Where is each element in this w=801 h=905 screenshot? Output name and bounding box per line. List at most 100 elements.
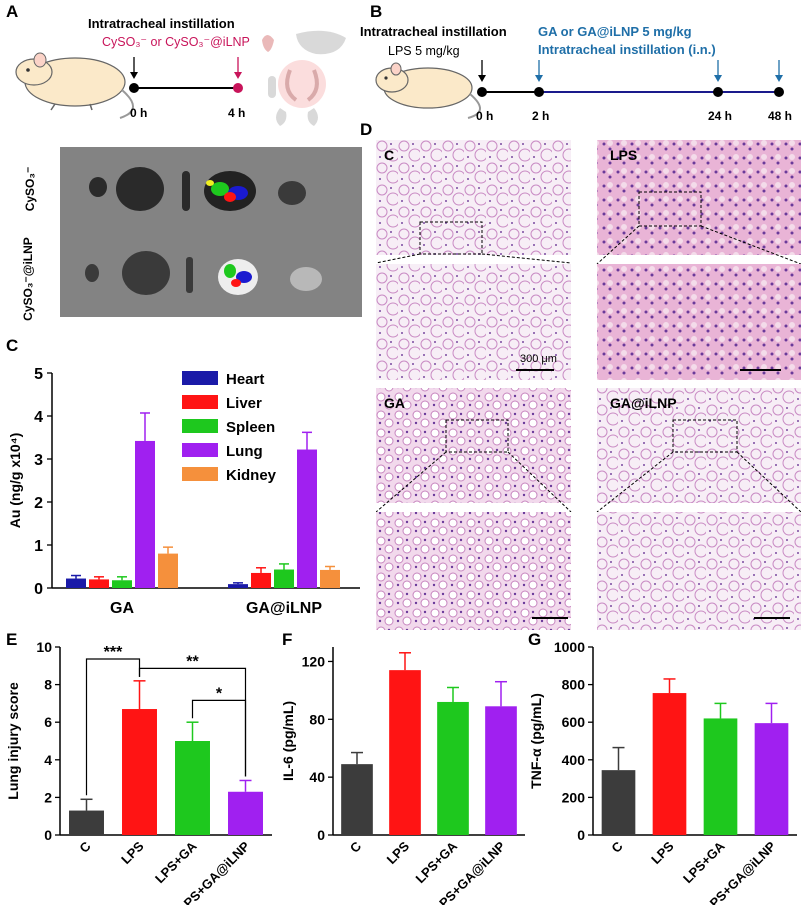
chart-c: 0 1 2 3 4 5 Au (ng/g x10⁴) GA GA@iLNP Heart Liver S… — [7, 366, 360, 617]
panel-a-time-0: 0 h — [130, 106, 147, 120]
bar — [754, 723, 789, 835]
y-tick-label: 0 — [317, 827, 325, 843]
legend-label-liver: Liver — [226, 395, 262, 412]
significance-label: ** — [186, 653, 199, 670]
legend-swatch-heart — [182, 371, 218, 385]
rat-icon — [15, 52, 134, 119]
bar — [341, 764, 373, 835]
bar-liver — [89, 579, 109, 588]
x-tick-label: LPS — [384, 838, 413, 867]
legend-swatch-kidney — [182, 467, 218, 481]
bar — [122, 709, 157, 835]
x-tick-label: C — [347, 838, 365, 856]
panel-b-schematic: Intratracheal instillation LPS 5 mg/kg G… — [360, 24, 792, 123]
panel-a-schematic: Intratracheal instillation CySO₃⁻ or CyS… — [15, 16, 346, 126]
histology-lps-low — [597, 140, 801, 255]
bar-kidney — [158, 553, 178, 588]
y-tick-label: 8 — [44, 677, 52, 693]
x-tick-label: LPS — [118, 838, 147, 867]
y-tick-label: 6 — [44, 714, 52, 730]
y-tick-label: 0 — [44, 827, 52, 843]
histology-label-gailnp: GA@iLNP — [610, 395, 677, 411]
legend-swatch-liver — [182, 395, 218, 409]
panel-letter-d: D — [360, 120, 373, 139]
y-tick-label: 600 — [562, 714, 586, 730]
y-tick-label: 200 — [562, 789, 586, 805]
x-tick-label: C — [608, 838, 626, 856]
bar — [389, 670, 421, 835]
panel-b-treatment-2: Intratracheal instillation (i.n.) — [538, 42, 716, 57]
y-tick-label: 3 — [34, 452, 43, 469]
ivis-image — [60, 147, 362, 317]
x-tick-label: GA — [110, 600, 134, 617]
panel-b-treatment-1: GA or GA@iLNP 5 mg/kg — [538, 24, 692, 39]
rat-icon — [375, 62, 481, 119]
significance-bracket — [191, 699, 247, 777]
histology-label-c: C — [384, 147, 394, 163]
y-tick-label: 80 — [309, 711, 325, 727]
bar — [601, 770, 636, 835]
bar — [485, 706, 517, 835]
bar-lung — [297, 449, 317, 588]
panel-b-time-2: 2 h — [532, 109, 549, 123]
y-tick-label: 2 — [44, 789, 52, 805]
histology-gailnp-low — [597, 388, 801, 503]
ivis-row-label-1: CySO₃⁻ — [23, 166, 37, 212]
significance-label: *** — [104, 644, 123, 661]
bar-liver — [251, 572, 271, 588]
organs-icon — [262, 30, 346, 126]
panel-b-time-48: 48 h — [768, 109, 792, 123]
histology-label-lps: LPS — [610, 147, 637, 163]
panel-letter-g: G — [528, 630, 542, 649]
x-tick-label: GA@iLNP — [246, 600, 322, 617]
panel-letter-e: E — [6, 630, 18, 649]
histology-lps-high — [597, 264, 801, 380]
y-tick-label: 40 — [309, 769, 325, 785]
bar — [175, 741, 210, 835]
y-tick-label: 0 — [34, 581, 43, 598]
ivis-row-label-2: CySO₃⁻@iLNP — [21, 237, 35, 321]
histology-ga-high — [376, 512, 571, 630]
histology-c-high — [376, 264, 571, 380]
histology-grid: 300 μm C LPS GA GA@iLNP — [376, 140, 801, 630]
panel-a-time-4: 4 h — [228, 106, 245, 120]
bar — [437, 701, 469, 835]
scalebar-label: 300 μm — [520, 353, 557, 365]
y-tick-label: 120 — [302, 653, 326, 669]
y-tick-label: 4 — [34, 409, 43, 426]
x-tick-label: LPS+GA — [680, 838, 728, 886]
x-tick-label: C — [76, 838, 94, 856]
panel-b-title: Intratracheal instillation — [360, 24, 507, 39]
y-tick-label: 1 — [34, 538, 43, 555]
y-axis-label: Au (ng/g x10⁴) — [7, 433, 23, 529]
y-tick-label: 4 — [44, 752, 52, 768]
bar — [69, 810, 104, 835]
y-tick-label: 400 — [562, 752, 586, 768]
y-axis-label: IL-6 (pg/mL) — [280, 701, 296, 781]
bar-heart — [66, 578, 86, 588]
histology-ga-low — [376, 388, 571, 503]
y-axis-label: TNF-α (pg/mL) — [528, 693, 544, 789]
panel-letter-b: B — [370, 2, 383, 21]
legend-label-heart: Heart — [226, 371, 264, 388]
bar-lung — [135, 440, 155, 588]
y-tick-label: 10 — [36, 639, 52, 655]
legend-label-spleen: Spleen — [226, 419, 275, 436]
panel-a-subtitle: CySO₃⁻ or CySO₃⁻@iLNP — [102, 35, 250, 49]
y-tick-label: 0 — [577, 827, 585, 843]
histology-label-ga: GA — [384, 395, 405, 411]
bar-kidney — [320, 569, 340, 588]
y-tick-label: 2 — [34, 495, 43, 512]
significance-label: * — [216, 685, 223, 702]
x-tick-label: LPS+GA — [152, 838, 200, 886]
bar-spleen — [112, 580, 132, 588]
bar — [228, 791, 263, 835]
legend-label-kidney: Kidney — [226, 467, 277, 484]
panel-b-time-0: 0 h — [476, 109, 493, 123]
histology-gailnp-high — [597, 512, 801, 630]
bar — [703, 718, 738, 835]
histology-c-low — [376, 140, 571, 255]
panel-b-lps: LPS 5 mg/kg — [388, 44, 460, 58]
